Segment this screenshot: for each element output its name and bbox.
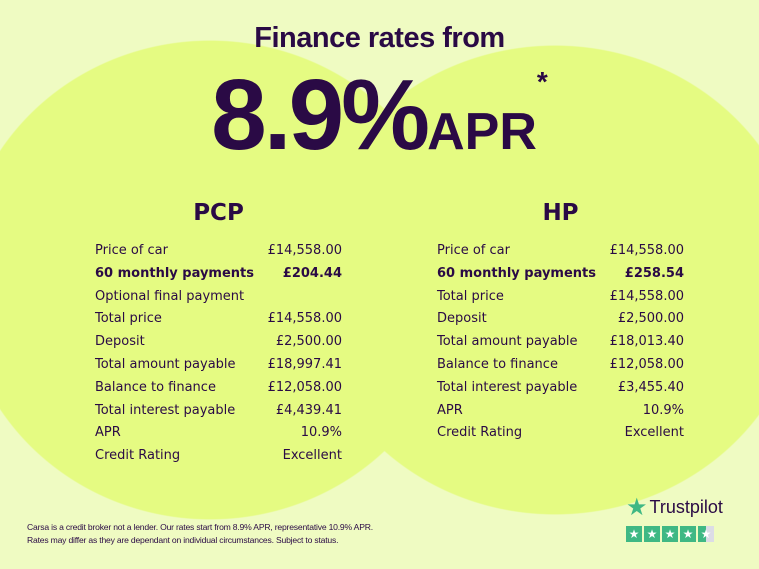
- pcp-table: PCP Price of car £14,558.00 60 monthly paym…: [95, 200, 342, 468]
- row-label: Credit Rating: [95, 448, 181, 464]
- table-row: Total price £14,558.00: [95, 308, 342, 331]
- row-label: 60 monthly payments: [95, 265, 254, 281]
- apr-label: APR: [427, 103, 537, 161]
- row-value: £258.54: [624, 265, 684, 281]
- rating-stars: ★ ★ ★ ★ ★: [626, 526, 723, 542]
- row-label: Deposit: [437, 311, 487, 327]
- star-icon: ★: [626, 526, 642, 542]
- table-row: Total price £14,558.00: [437, 286, 684, 309]
- row-value: £4,439.41: [275, 402, 342, 418]
- row-value: £204.44: [282, 265, 342, 281]
- row-label: Optional final payment: [95, 288, 245, 304]
- row-value: £18,013.40: [609, 334, 684, 350]
- row-label: Price of car: [437, 243, 510, 258]
- row-value: £2,500.00: [617, 311, 684, 327]
- row-label: Total interest payable: [95, 402, 236, 418]
- row-value: £12,058.00: [267, 379, 342, 395]
- hp-table: HP Price of car £14,558.00 60 monthly payme…: [437, 200, 684, 445]
- row-value: Excellent: [624, 425, 684, 441]
- row-value: £14,558.00: [609, 288, 684, 304]
- headline-rate: 8.9%APR *: [0, 58, 759, 173]
- plan-title: HP: [542, 200, 579, 226]
- table-row: 60 monthly payments £258.54: [437, 263, 684, 286]
- row-value: 10.9%: [642, 402, 684, 418]
- row-label: Total amount payable: [95, 356, 236, 372]
- table-row: Total interest payable £3,455.40: [437, 377, 684, 400]
- row-label: Deposit: [95, 334, 145, 350]
- table-row: Credit Rating Excellent: [95, 445, 342, 468]
- asterisk: *: [536, 66, 548, 97]
- row-value: £12,058.00: [609, 356, 684, 372]
- row-label: Credit Rating: [437, 425, 523, 441]
- row-value: £14,558.00: [267, 311, 342, 327]
- row-value: £14,558.00: [609, 243, 684, 258]
- row-value: 10.9%: [300, 425, 342, 441]
- table-row: Total interest payable £4,439.41: [95, 400, 342, 423]
- star-icon: ★: [680, 526, 696, 542]
- table-row: 60 monthly payments £204.44: [95, 263, 342, 286]
- row-value: £14,558.00: [267, 243, 342, 258]
- star-icon: ★: [662, 526, 678, 542]
- trustpilot-badge: ★ Trustpilot ★ ★ ★ ★ ★: [626, 493, 723, 542]
- headline: Finance rates from: [254, 22, 505, 54]
- table-row: Balance to finance £12,058.00: [437, 354, 684, 377]
- table-row: APR 10.9%: [95, 422, 342, 445]
- plan-title: PCP: [193, 200, 244, 226]
- row-value: Excellent: [282, 448, 342, 464]
- rate-value: 8.9%: [211, 59, 430, 171]
- row-label: Total price: [95, 311, 162, 327]
- table-row: Price of car £14,558.00: [95, 240, 342, 263]
- row-label: APR: [95, 425, 121, 441]
- table-row: Total amount payable £18,013.40: [437, 331, 684, 354]
- star-icon: ★: [644, 526, 660, 542]
- disclaimer-line: Rates may differ as they are dependant o…: [27, 535, 339, 545]
- table-row: Deposit £2,500.00: [437, 308, 684, 331]
- trustpilot-logo: Trustpilot: [649, 497, 723, 517]
- row-value: £3,455.40: [617, 379, 684, 395]
- row-label: Total interest payable: [437, 379, 578, 395]
- table-row: Total amount payable £18,997.41: [95, 354, 342, 377]
- row-label: Total price: [437, 288, 504, 304]
- table-row: APR 10.9%: [437, 400, 684, 423]
- table-row: Deposit £2,500.00: [95, 331, 342, 354]
- row-value: £2,500.00: [275, 334, 342, 350]
- disclaimer-line: Carsa is a credit broker not a lender. O…: [27, 522, 373, 532]
- row-label: Total amount payable: [437, 334, 578, 350]
- table-row: Balance to finance £12,058.00: [95, 377, 342, 400]
- table-row: Optional final payment: [95, 286, 342, 309]
- row-label: Balance to finance: [437, 356, 558, 372]
- row-value: £18,997.41: [267, 356, 342, 372]
- row-label: Price of car: [95, 243, 168, 258]
- star-half-icon: ★: [698, 526, 714, 542]
- star-icon: ★: [626, 494, 648, 521]
- table-row: Price of car £14,558.00: [437, 240, 684, 263]
- row-label: APR: [437, 402, 463, 418]
- row-label: Balance to finance: [95, 379, 216, 395]
- disclaimer: Carsa is a credit broker not a lender. O…: [27, 521, 373, 547]
- table-row: Credit Rating Excellent: [437, 422, 684, 445]
- row-label: 60 monthly payments: [437, 265, 596, 281]
